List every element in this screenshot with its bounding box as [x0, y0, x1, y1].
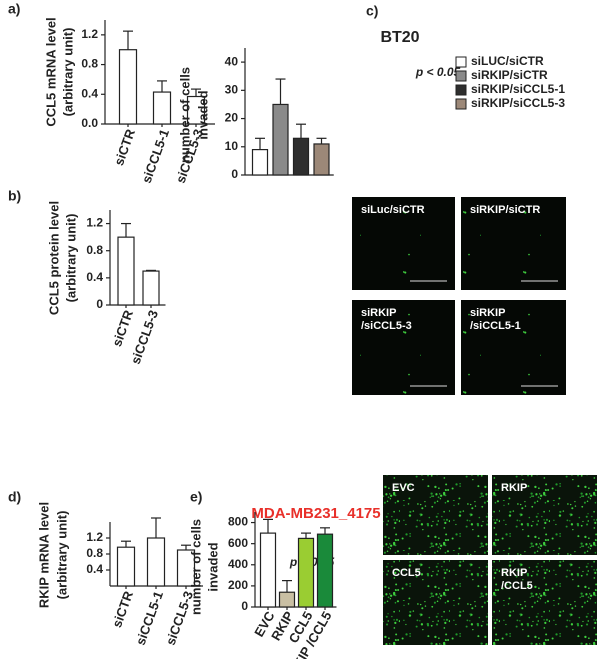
y-tick-label: 10: [225, 139, 239, 153]
legend-swatch: [455, 70, 467, 82]
chart-title: MDA-MB231_4175: [251, 505, 380, 522]
bar: [316, 533, 334, 608]
micrograph-label: /CCL5: [501, 580, 533, 592]
legend-label: siRKIP/siCCL5-1: [471, 82, 565, 96]
x-tick-label: siCCL5-1: [133, 589, 166, 647]
y-tick-label: 1.2: [81, 27, 98, 41]
bar: [117, 236, 135, 306]
y-tick-label: 600: [228, 536, 248, 550]
y-tick-label: 200: [228, 578, 248, 592]
micrograph-cells: [383, 475, 488, 555]
y-axis-label: RKIP mRNA level: [36, 502, 51, 608]
micrograph-cells: [383, 560, 488, 645]
bar: [292, 137, 310, 176]
bar: [259, 532, 277, 608]
legend-label: siRKIP/siCTR: [471, 68, 548, 82]
y-tick-label: 0.4: [81, 86, 98, 100]
micrograph-label: siRKIP/siCTR: [470, 204, 540, 216]
y-tick-label: 40: [225, 54, 239, 68]
panel-label: b): [8, 188, 21, 204]
y-tick-label: 800: [228, 515, 248, 529]
micrograph-label: siLuc/siCTR: [361, 204, 425, 216]
micrograph-label: CCL5: [392, 567, 421, 579]
bar: [118, 49, 138, 125]
y-tick-label: 1.2: [86, 530, 103, 544]
y-axis-label: number of cells: [177, 67, 192, 163]
panel-label: a): [8, 1, 20, 17]
y-tick-label: 0.0: [81, 116, 98, 130]
y-axis-label: CCL5 protein level: [46, 201, 61, 315]
bar: [116, 546, 136, 587]
y-tick-label: 0.4: [86, 562, 103, 576]
legend-label: siRKIP/siCCL5-3: [471, 96, 565, 110]
panel-label: e): [190, 489, 202, 505]
bar: [297, 537, 315, 608]
bar: [146, 537, 166, 587]
bar: [251, 149, 269, 176]
y-axis-label: (arbitrary unit): [63, 214, 78, 303]
micrograph-label: EVC: [392, 482, 415, 494]
legend-label: siLUC/siCTR: [471, 54, 544, 68]
micrograph-cells: [352, 300, 455, 395]
bar: [152, 91, 172, 125]
micrograph-label: RKIP: [501, 567, 527, 579]
bar: [272, 103, 289, 176]
micrograph-cells: [461, 197, 566, 290]
annotation: p < 0.05: [415, 65, 461, 79]
y-tick-label: 1.2: [86, 216, 103, 230]
micrograph-cells: [492, 560, 597, 645]
x-tick-label: siCTR: [109, 588, 136, 629]
panel-label: d): [8, 489, 21, 505]
y-tick-label: 0: [96, 297, 103, 311]
legend-swatch: [455, 98, 467, 110]
y-axis-label: (arbitrary unit): [60, 28, 75, 117]
y-tick-label: 0: [231, 167, 238, 181]
y-axis-label: (arbitrary unit): [54, 511, 69, 600]
micrograph-cells: [492, 475, 597, 555]
y-tick-label: 0: [241, 599, 248, 613]
legend-swatch: [455, 84, 467, 96]
y-tick-label: 400: [228, 557, 248, 571]
micrograph-cells: [461, 300, 566, 395]
bar: [142, 270, 160, 306]
y-tick-label: 0.8: [86, 546, 103, 560]
y-tick-label: 0.8: [81, 57, 98, 71]
y-axis-label: invaded: [205, 542, 220, 591]
y-tick-label: 0.8: [86, 243, 103, 257]
y-tick-label: 20: [225, 111, 239, 125]
micrograph-label: siRKIP: [361, 307, 396, 319]
x-tick-label: siCTR: [111, 126, 138, 167]
y-axis-label: CCL5 mRNA level: [43, 17, 58, 126]
y-axis-label: number of cells: [188, 519, 203, 615]
legend-swatch: [455, 56, 467, 68]
y-tick-label: 30: [225, 83, 239, 97]
y-tick-label: 0.4: [86, 270, 103, 284]
bar: [278, 591, 296, 608]
chart-title: BT20: [380, 29, 419, 46]
panel-label: c): [366, 3, 378, 19]
y-axis-label: invaded: [195, 90, 210, 139]
x-tick-label: siCCL5-1: [139, 127, 172, 185]
micrograph-cells: [352, 197, 455, 290]
micrograph-label: siRKIP: [470, 307, 505, 319]
x-tick-label: siCTR: [109, 307, 136, 348]
bar: [313, 143, 330, 176]
micrograph-label: RKIP: [501, 482, 527, 494]
micrograph-label: /siCCL5-3: [361, 320, 412, 332]
micrograph-label: /siCCL5-1: [470, 320, 521, 332]
